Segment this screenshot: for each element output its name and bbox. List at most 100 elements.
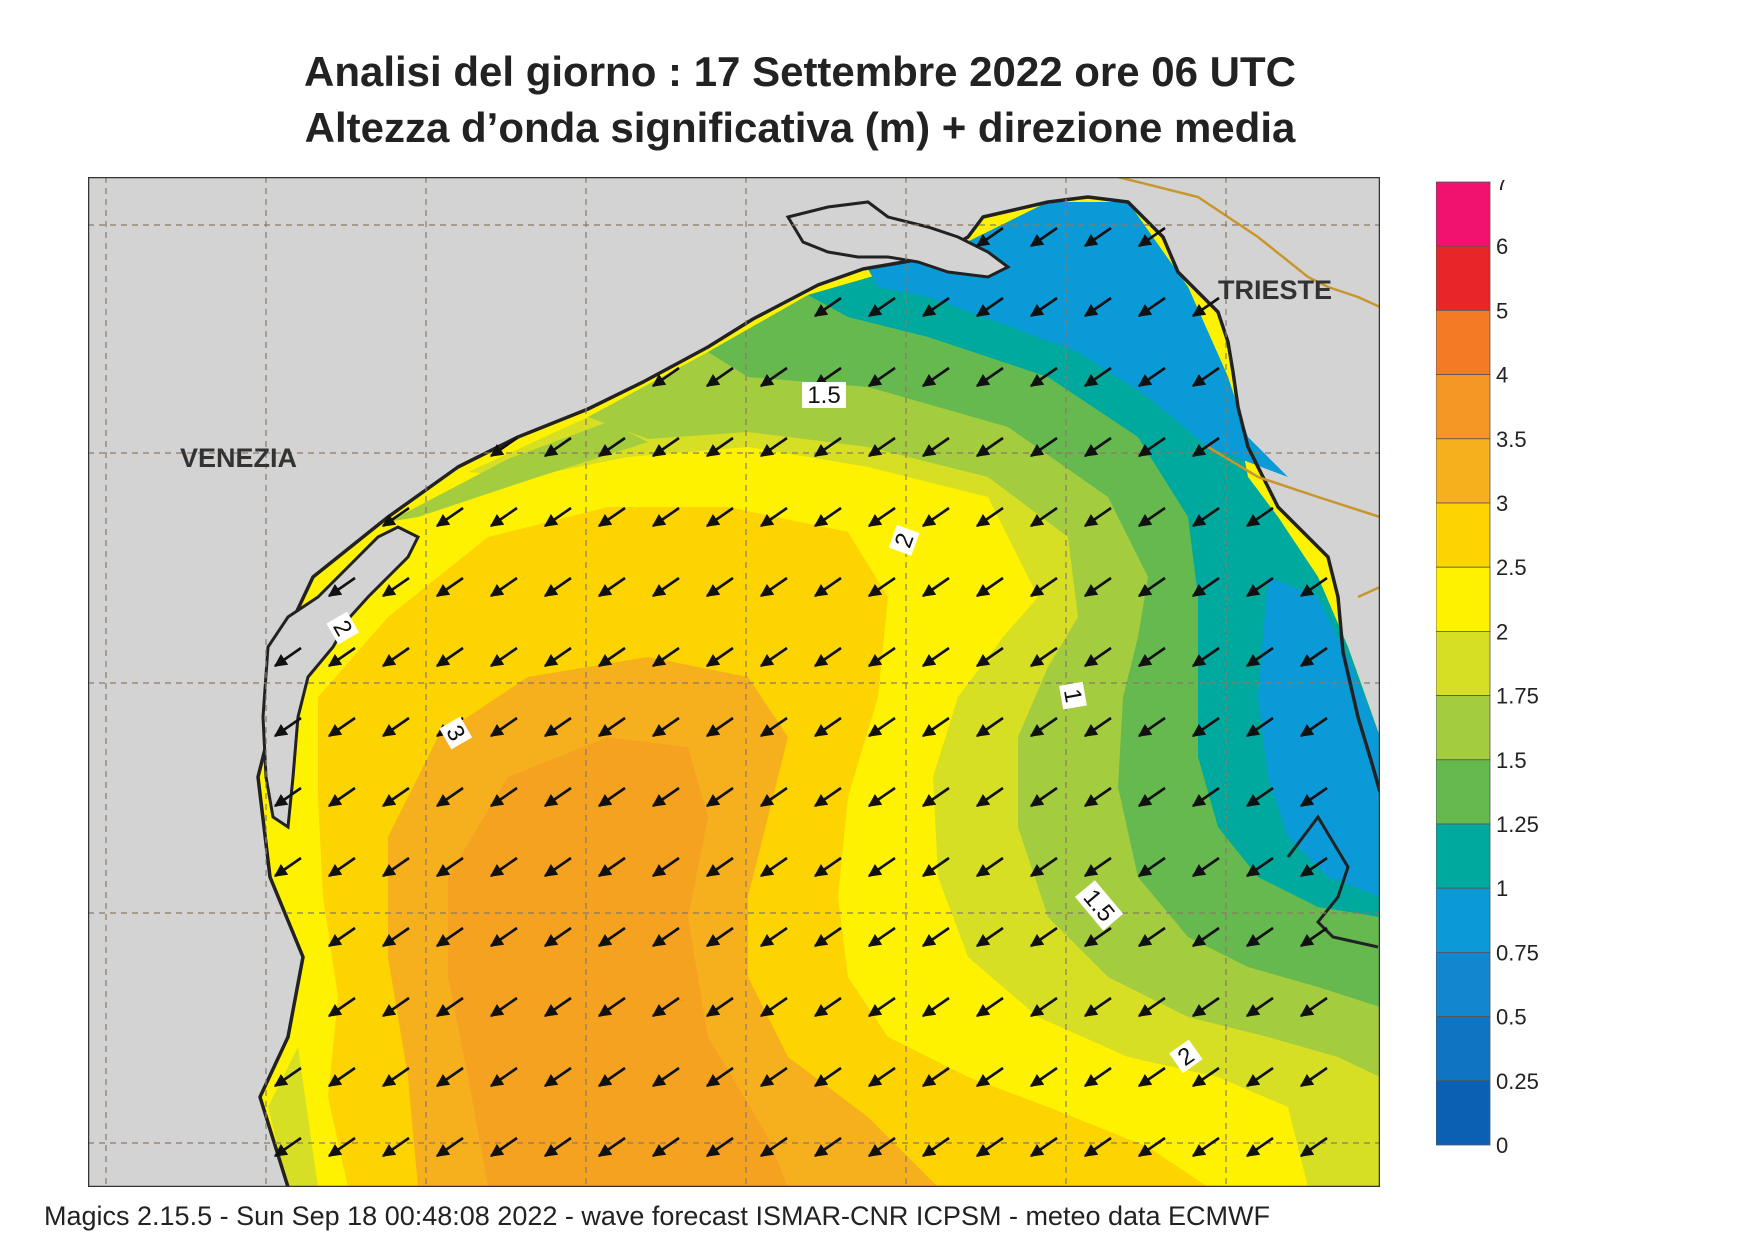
direction-arrow (921, 1066, 950, 1088)
direction-arrow (327, 856, 356, 878)
direction-arrow (597, 646, 626, 668)
band-3-5 (448, 737, 788, 1187)
direction-arrow (273, 1066, 302, 1088)
direction-arrow (705, 716, 734, 738)
direction-arrow (1029, 296, 1058, 318)
direction-arrow (1245, 996, 1274, 1018)
direction-arrow (975, 786, 1004, 808)
direction-arrow (759, 786, 788, 808)
direction-arrow (651, 996, 680, 1018)
direction-arrow (1299, 856, 1328, 878)
direction-arrow (813, 506, 842, 528)
direction-arrow (1029, 1066, 1058, 1088)
direction-arrow (867, 856, 896, 878)
direction-arrow (651, 716, 680, 738)
direction-arrow (1299, 716, 1328, 738)
direction-arrow (705, 786, 734, 808)
direction-arrow (705, 1066, 734, 1088)
direction-arrow (1191, 786, 1220, 808)
direction-arrow (705, 996, 734, 1018)
direction-arrow (381, 1136, 410, 1158)
direction-arrow (705, 646, 734, 668)
direction-arrow (921, 856, 950, 878)
legend-swatch (1436, 309, 1491, 375)
direction-arrow (381, 646, 410, 668)
direction-arrow (813, 1136, 842, 1158)
direction-arrow (813, 926, 842, 948)
direction-arrow (381, 576, 410, 598)
direction-arrow (759, 996, 788, 1018)
direction-arrow (435, 1136, 464, 1158)
direction-arrow (867, 926, 896, 948)
direction-arrow (759, 856, 788, 878)
direction-arrow (1083, 786, 1112, 808)
direction-arrow (1137, 436, 1166, 458)
direction-arrow (975, 856, 1004, 878)
direction-arrow (435, 506, 464, 528)
direction-arrow (1137, 926, 1166, 948)
legend-swatch (1436, 245, 1491, 311)
direction-arrow (975, 576, 1004, 598)
direction-arrow (759, 1136, 788, 1158)
direction-arrow (705, 366, 734, 388)
direction-arrow (1029, 716, 1058, 738)
direction-arrow (1299, 1066, 1328, 1088)
direction-arrow (327, 786, 356, 808)
direction-arrow (489, 996, 518, 1018)
band-0-75-east (1258, 577, 1380, 897)
direction-arrow (597, 1066, 626, 1088)
map-frame (88, 177, 1380, 1187)
direction-arrow (1029, 226, 1058, 248)
direction-arrow (651, 576, 680, 598)
direction-arrow (1137, 786, 1166, 808)
direction-arrow (597, 1136, 626, 1158)
direction-arrow (1029, 926, 1058, 948)
direction-arrow (543, 716, 572, 738)
direction-arrow (651, 646, 680, 668)
legend-tick-label: 7 (1496, 180, 1508, 195)
direction-arrow (1299, 1136, 1328, 1158)
direction-arrow (1083, 226, 1112, 248)
border-line (1117, 177, 1380, 309)
legend-swatch (1436, 695, 1491, 761)
direction-arrow (651, 1136, 680, 1158)
direction-arrow (1245, 926, 1274, 948)
direction-arrow (381, 716, 410, 738)
direction-arrow (1083, 366, 1112, 388)
direction-arrow (1191, 716, 1220, 738)
direction-arrow (543, 786, 572, 808)
direction-arrow (597, 996, 626, 1018)
direction-arrow (1083, 296, 1112, 318)
direction-arrow (1245, 786, 1274, 808)
footer-credits: Magics 2.15.5 - Sun Sep 18 00:48:08 2022… (44, 1201, 1271, 1231)
direction-arrow (867, 1136, 896, 1158)
direction-arrow (975, 296, 1004, 318)
direction-arrow (813, 996, 842, 1018)
direction-arrow (543, 646, 572, 668)
direction-arrow (975, 506, 1004, 528)
direction-arrow (1137, 856, 1166, 878)
direction-arrow (1191, 856, 1220, 878)
legend-tick-label: 0 (1496, 1133, 1508, 1158)
direction-arrow (381, 856, 410, 878)
direction-arrow (1299, 786, 1328, 808)
legend-swatch (1436, 887, 1491, 953)
direction-arrow (1083, 1136, 1112, 1158)
direction-arrow (1137, 996, 1166, 1018)
direction-arrow (705, 506, 734, 528)
direction-arrow (867, 296, 896, 318)
direction-arrow (1191, 1136, 1220, 1158)
direction-arrow (1299, 996, 1328, 1018)
legend-tick-label: 1.25 (1496, 812, 1539, 837)
direction-arrow (1191, 506, 1220, 528)
legend-tick-label: 6 (1496, 234, 1508, 259)
wave-height-map: 1.5 2 2 3 1 1.5 (88, 177, 1380, 1187)
direction-arrow (435, 856, 464, 878)
direction-arrow (759, 1066, 788, 1088)
direction-arrow (651, 786, 680, 808)
direction-arrow (921, 996, 950, 1018)
direction-arrow (381, 996, 410, 1018)
direction-arrow (759, 436, 788, 458)
band-1 (808, 202, 1380, 917)
direction-arrow (1299, 576, 1328, 598)
